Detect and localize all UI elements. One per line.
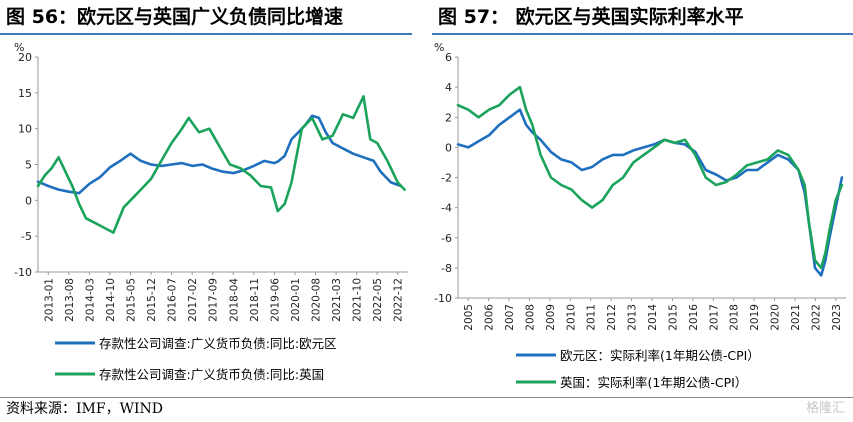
right-x-tick-label: 2012 bbox=[606, 304, 618, 331]
right-x-tick-label: 2009 bbox=[545, 304, 557, 331]
right-y-tick-label: -6 bbox=[441, 232, 452, 245]
left-x-tick-label: 2020-08 bbox=[311, 278, 323, 322]
left-y-tick-label: 20 bbox=[18, 51, 32, 64]
left-x-tick-label: 2022-12 bbox=[393, 278, 405, 322]
left-x-tick-label: 2015-05 bbox=[126, 278, 138, 322]
right-y-tick-label: 2 bbox=[445, 111, 452, 124]
left-x-tick-label: 2017-02 bbox=[187, 278, 199, 322]
left-x-tick-label: 2013-08 bbox=[64, 278, 76, 322]
footer-rule bbox=[0, 397, 853, 398]
left-y-tick-label: 5 bbox=[25, 159, 32, 172]
left-y-tick-label: -10 bbox=[14, 266, 32, 279]
left-x-tick-label: 2021-03 bbox=[331, 278, 343, 322]
left-title-rule bbox=[0, 33, 412, 35]
right-y-tick-label: -10 bbox=[434, 292, 452, 305]
right-chart-title: 图 57： 欧元区与英国实际利率水平 bbox=[438, 6, 744, 28]
left-y-tick-label: 15 bbox=[18, 87, 32, 100]
left-x-tick-label: 2021-10 bbox=[352, 278, 364, 322]
right-y-tick-label: 4 bbox=[445, 81, 452, 94]
left-x-tick-label: 2020-01 bbox=[290, 278, 302, 322]
right-x-tick-label: 2011 bbox=[586, 304, 598, 331]
left-x-tick-label: 2014-03 bbox=[84, 278, 96, 322]
right-series-line-2 bbox=[456, 85, 844, 270]
right-x-tick-label: 2015 bbox=[667, 304, 679, 331]
left-legend-label-2: 存款性公司调查:广义货币负债:同比:英国 bbox=[99, 367, 324, 382]
left-x-tick-label: 2022-05 bbox=[372, 278, 384, 322]
right-x-tick-label: 2019 bbox=[749, 304, 761, 331]
right-x-tick-label: 2007 bbox=[504, 304, 516, 331]
right-x-tick-label: 2022 bbox=[810, 304, 822, 331]
left-x-tick-label: 2018-04 bbox=[228, 278, 240, 322]
right-x-tick-label: 2010 bbox=[565, 304, 577, 331]
left-y-unit: % bbox=[14, 41, 24, 54]
right-x-tick-label: 2005 bbox=[463, 304, 475, 331]
right-y-tick-label: -2 bbox=[441, 172, 452, 185]
right-series-line-1 bbox=[456, 108, 844, 277]
watermark-logo: 格隆汇 bbox=[805, 401, 845, 416]
right-x-tick-label: 2018 bbox=[729, 304, 741, 331]
right-x-tick-label: 2013 bbox=[627, 304, 639, 331]
left-x-tick-label: 2015-12 bbox=[146, 278, 158, 322]
right-x-tick-label: 2020 bbox=[770, 304, 782, 331]
right-line-chart: % -10 -8 -6 -4 -2 0 2 4 6 2005 2006 2007 2008 2009 2010… bbox=[434, 41, 846, 390]
left-chart-title: 图 56：欧元区与英国广义负债同比增速 bbox=[6, 6, 344, 28]
source-note: 资料来源：IMF，WIND bbox=[6, 401, 163, 417]
right-y-tick-label: -8 bbox=[441, 262, 452, 275]
right-x-tick-label: 2006 bbox=[484, 304, 496, 331]
right-x-tick-label: 2023 bbox=[831, 304, 843, 331]
left-x-tick-label: 2017-09 bbox=[208, 278, 220, 322]
right-y-tick-label: 0 bbox=[445, 141, 452, 154]
left-line-chart: % -10 -5 0 5 10 15 20 2013-01 2013-08 2014-03 2014-… bbox=[14, 41, 408, 382]
right-x-tick-label: 2008 bbox=[524, 304, 536, 331]
left-legend-label-1: 存款性公司调查:广义货币负债:同比:欧元区 bbox=[99, 336, 337, 351]
right-x-tick-label: 2021 bbox=[790, 304, 802, 331]
left-x-tick-label: 2018-11 bbox=[249, 278, 261, 322]
left-x-tick-label: 2016-07 bbox=[167, 278, 179, 322]
right-x-tick-label: 2014 bbox=[647, 304, 659, 331]
left-series-line-2 bbox=[36, 95, 406, 234]
right-legend-label-2: 英国：实际利率(1年期公债-CPI） bbox=[560, 375, 747, 390]
left-x-tick-label: 2019-06 bbox=[269, 278, 281, 322]
right-x-tick-label: 2016 bbox=[688, 304, 700, 331]
right-title-rule bbox=[432, 33, 853, 35]
left-y-tick-label: -5 bbox=[21, 230, 32, 243]
left-y-tick-label: 10 bbox=[18, 123, 32, 136]
right-x-tick-label: 2017 bbox=[708, 304, 720, 331]
left-series-line-1 bbox=[36, 114, 403, 195]
left-x-tick-label: 2013-01 bbox=[43, 278, 55, 322]
left-x-tick-label: 2014-10 bbox=[105, 278, 117, 322]
right-y-tick-label: -4 bbox=[441, 202, 452, 215]
right-y-unit: % bbox=[434, 41, 444, 54]
right-legend-label-1: 欧元区：实际利率(1年期公债-CPI） bbox=[560, 348, 760, 363]
left-y-tick-label: 0 bbox=[25, 194, 32, 207]
right-y-tick-label: 6 bbox=[445, 51, 452, 64]
